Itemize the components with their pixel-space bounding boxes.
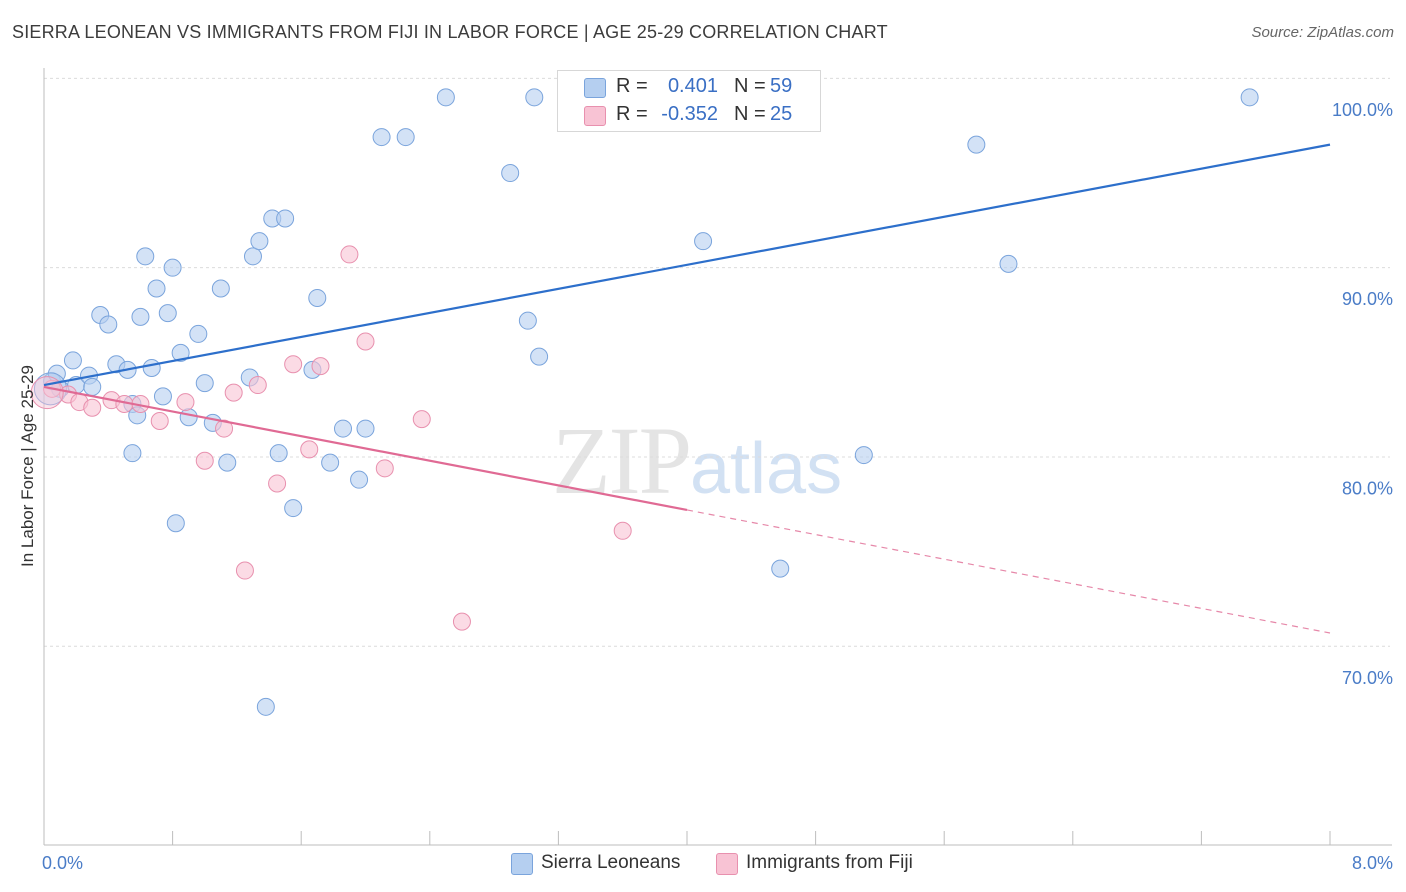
data-point: [321, 453, 340, 472]
data-point: [158, 304, 177, 323]
data-point: [694, 232, 713, 251]
data-point: [452, 612, 471, 631]
data-point: [311, 357, 330, 376]
data-point: [300, 440, 319, 459]
axes: [43, 68, 1392, 846]
n-label: N =: [734, 103, 766, 125]
data-point: [179, 408, 198, 427]
data-point: [967, 135, 986, 154]
series-legend: Sierra Leoneans Immigrants from Fiji: [0, 852, 1406, 878]
r-label: R =: [616, 75, 648, 97]
data-point: [195, 374, 214, 393]
n-value: 59: [770, 75, 793, 97]
legend-row-sierra-leoneans: R = 0.401 N = 59: [558, 73, 820, 101]
data-point: [195, 451, 214, 470]
data-point: [63, 351, 82, 370]
data-point: [356, 419, 375, 438]
data-point: [356, 332, 375, 351]
data-point: [243, 247, 262, 266]
data-point: [375, 459, 394, 478]
data-point: [218, 453, 237, 472]
data-point: [153, 387, 172, 406]
data-point: [83, 377, 102, 396]
legend-row-fiji: R = -0.352 N = 25: [558, 101, 820, 129]
data-points: [30, 88, 1259, 716]
data-point: [189, 324, 208, 343]
chart-title: SIERRA LEONEAN VS IMMIGRANTS FROM FIJI I…: [12, 22, 888, 42]
data-point: [613, 521, 632, 540]
legend-swatch-pink: [716, 853, 738, 875]
data-point: [131, 307, 150, 326]
watermark-atlas: atlas: [690, 429, 843, 509]
x-tick-label: 8.0%: [1352, 853, 1393, 873]
data-point: [224, 383, 243, 402]
n-label: N =: [734, 75, 766, 97]
data-point: [150, 412, 169, 430]
data-point: [30, 376, 64, 410]
legend-swatch-blue: [584, 78, 606, 98]
data-point: [284, 355, 303, 374]
legend-swatch-pink: [584, 106, 606, 126]
data-point: [530, 347, 549, 366]
data-point: [854, 446, 873, 465]
data-point: [166, 514, 185, 533]
source-label: Source: ZipAtlas.com: [1251, 24, 1394, 41]
data-point: [284, 499, 303, 518]
x-tick-label: 0.0%: [42, 853, 83, 873]
correlation-legend: R = 0.401 N = 59 R = -0.352 N = 25: [557, 70, 821, 132]
data-point: [308, 288, 327, 307]
data-point: [276, 209, 295, 228]
data-point: [83, 398, 102, 417]
data-point: [1240, 88, 1259, 107]
data-point: [518, 311, 537, 330]
data-point: [350, 470, 369, 489]
data-point: [412, 410, 431, 429]
data-point: [436, 88, 455, 107]
data-point: [501, 164, 520, 183]
data-point: [525, 88, 544, 107]
watermark: ZIPatlas: [552, 405, 842, 516]
data-point: [372, 128, 391, 147]
data-point: [215, 419, 234, 438]
data-point: [176, 393, 195, 412]
y-tick-label: 100.0%: [1332, 100, 1393, 120]
y-tick-label: 80.0%: [1342, 479, 1393, 499]
legend-label: Immigrants from Fiji: [746, 852, 913, 873]
data-point: [340, 245, 359, 264]
data-point: [396, 128, 415, 147]
data-point: [999, 254, 1018, 273]
legend-swatch-blue: [511, 853, 533, 875]
data-point: [142, 359, 161, 377]
data-point: [235, 561, 254, 580]
watermark-zip: ZIP: [552, 407, 692, 514]
data-point: [163, 258, 182, 277]
data-point: [211, 279, 230, 298]
data-point: [171, 343, 190, 362]
tick-labels: 100.0% 90.0% 80.0% 70.0% 0.0% 8.0%: [42, 100, 1393, 873]
y-tick-label: 90.0%: [1342, 289, 1393, 309]
y-axis-label: In Labor Force | Age 25-29: [18, 365, 37, 567]
trend-lines: [43, 143, 1331, 634]
data-point: [333, 419, 352, 438]
data-point: [136, 247, 155, 266]
data-point: [123, 444, 142, 463]
r-value: 0.401: [667, 75, 718, 97]
data-point: [771, 559, 790, 578]
data-point: [256, 697, 275, 716]
data-point: [269, 444, 288, 463]
data-point: [248, 376, 267, 395]
gridlines: [44, 77, 1390, 647]
trend-line: [43, 385, 688, 512]
r-value: -0.352: [661, 103, 718, 125]
data-point: [99, 315, 118, 334]
data-point: [268, 474, 287, 493]
legend-label: Sierra Leoneans: [541, 852, 681, 873]
data-point: [250, 232, 269, 251]
r-label: R =: [616, 103, 648, 125]
trend-line: [43, 143, 1331, 387]
y-tick-label: 70.0%: [1342, 668, 1393, 688]
data-point: [147, 279, 166, 298]
n-value: 25: [770, 103, 793, 125]
